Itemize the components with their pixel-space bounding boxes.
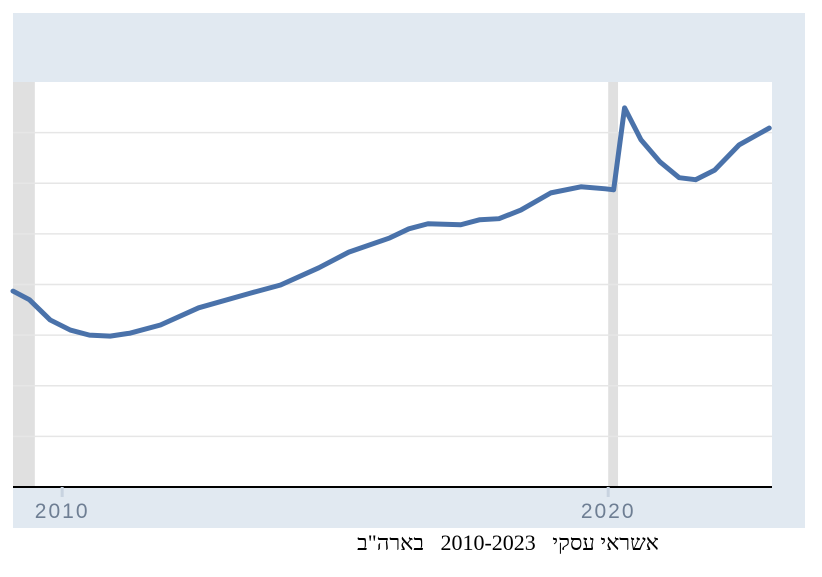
plot: 2010 2020 bbox=[10, 82, 772, 523]
caption: אשראי עסקי 2010-2023 בארה"ב bbox=[357, 530, 659, 555]
data-line bbox=[10, 105, 772, 339]
x-tick-label: 2020 bbox=[581, 500, 636, 523]
x-tick-label: 2010 bbox=[35, 500, 90, 523]
